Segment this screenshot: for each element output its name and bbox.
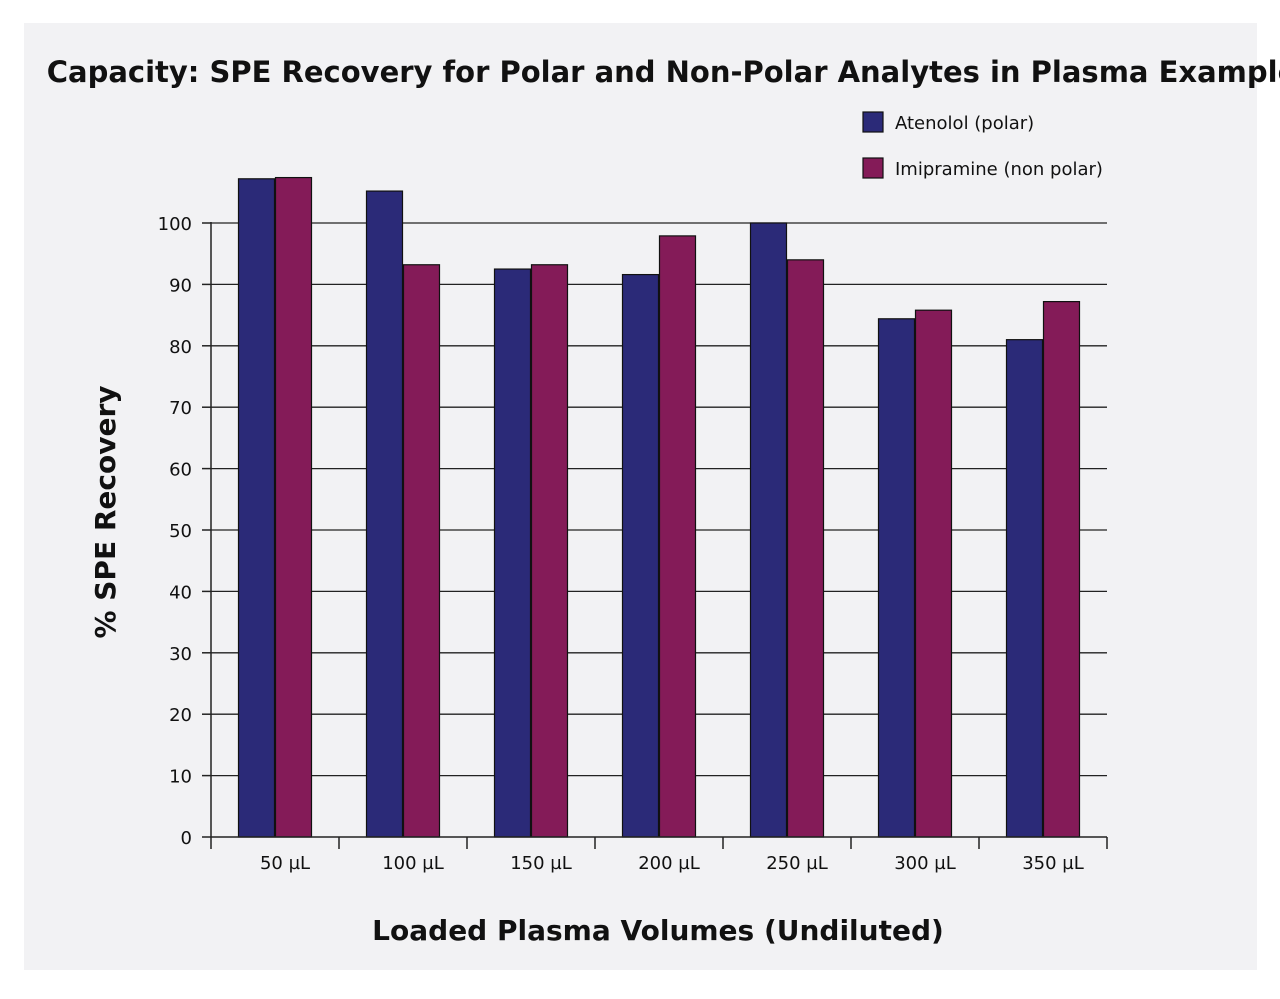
bar-imipramine-6 xyxy=(1042,300,1081,838)
bar-imipramine-4 xyxy=(786,259,825,838)
y-tick-label-30: 30 xyxy=(169,644,192,665)
chart-title: Capacity: SPE Recovery for Polar and Non… xyxy=(47,55,1280,89)
y-tick-label-80: 80 xyxy=(169,337,192,358)
bar-atenolol-3 xyxy=(621,273,660,838)
y-tick-label-10: 10 xyxy=(169,767,192,788)
bar-atenolol-2 xyxy=(493,268,532,838)
x-tick-label-3: 200 µL xyxy=(638,853,700,874)
bar-imipramine-2 xyxy=(530,264,569,838)
y-tick-label-40: 40 xyxy=(169,582,192,603)
bar-imipramine-5 xyxy=(914,309,953,838)
x-tick-label-4: 250 µL xyxy=(766,853,828,874)
y-axis-ticks: 0 10 20 30 40 50 60 70 80 90 100 xyxy=(158,214,211,849)
bar-atenolol-4 xyxy=(749,222,788,838)
bar-atenolol-0 xyxy=(237,178,276,838)
x-axis-title: Loaded Plasma Volumes (Undiluted) xyxy=(372,914,944,947)
bar-imipramine-3 xyxy=(658,235,697,838)
x-tick-label-6: 350 µL xyxy=(1022,853,1084,874)
x-tick-label-5: 300 µL xyxy=(894,853,956,874)
legend-label-1: Imipramine (non polar) xyxy=(895,159,1103,180)
bar-atenolol-6 xyxy=(1005,339,1044,838)
legend-label-0: Atenolol (polar) xyxy=(895,113,1034,134)
bar-atenolol-5 xyxy=(877,318,916,838)
legend-swatch-0 xyxy=(862,111,884,133)
y-tick-label-20: 20 xyxy=(169,705,192,726)
bar-atenolol-1 xyxy=(365,190,404,838)
y-tick-label-0: 0 xyxy=(181,828,192,849)
legend: Atenolol (polar) Imipramine (non polar) xyxy=(862,111,1103,180)
y-tick-label-90: 90 xyxy=(169,275,192,296)
y-axis-title: % SPE Recovery xyxy=(89,385,122,638)
y-tick-label-70: 70 xyxy=(169,398,192,419)
y-tick-label-50: 50 xyxy=(169,521,192,542)
legend-swatch-1 xyxy=(862,157,884,179)
bars xyxy=(237,176,1081,838)
x-axis-ticks: 50 µL 100 µL 150 µL 200 µL 250 µL 300 µL 350 µ… xyxy=(210,837,1108,874)
x-tick-label-2: 150 µL xyxy=(510,853,572,874)
y-tick-label-60: 60 xyxy=(169,460,192,481)
x-tick-label-0: 50 µL xyxy=(260,853,310,874)
bar-imipramine-1 xyxy=(402,264,441,838)
bar-imipramine-0 xyxy=(274,176,313,838)
y-tick-label-100: 100 xyxy=(158,214,192,235)
x-tick-label-1: 100 µL xyxy=(382,853,444,874)
